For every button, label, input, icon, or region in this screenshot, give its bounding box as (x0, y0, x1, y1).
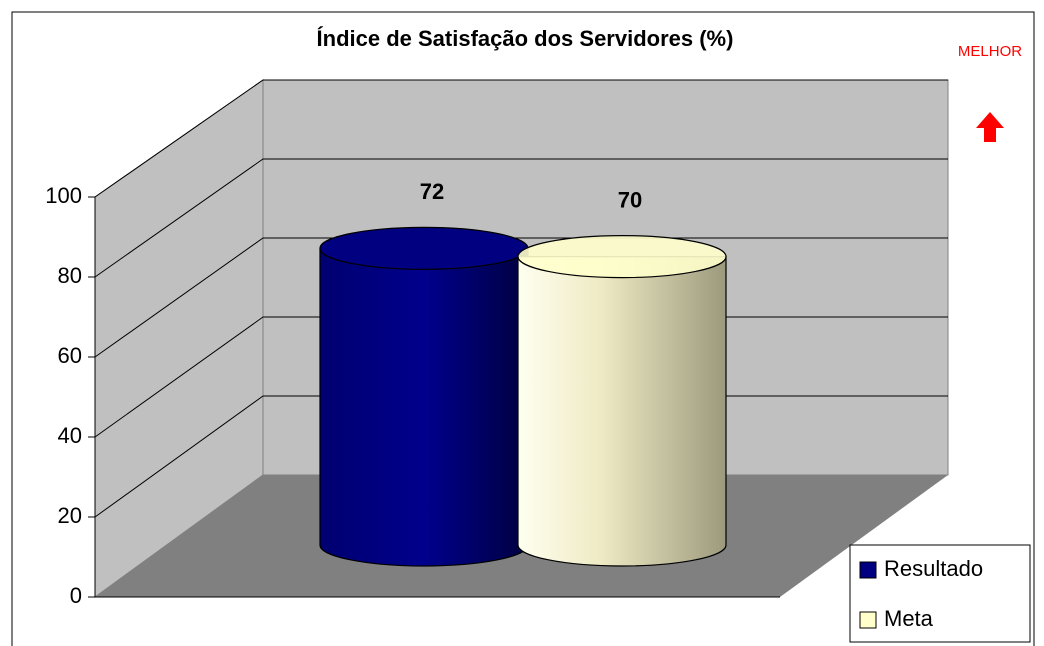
bar (517, 256, 727, 567)
grid-line (94, 158, 948, 278)
bar-top (319, 226, 529, 270)
chart-title: Índice de Satisfação dos Servidores (%) (317, 26, 734, 51)
legend (849, 544, 1031, 643)
bar-top (517, 235, 727, 279)
grid-line (94, 79, 948, 198)
arrow-icon (976, 112, 1004, 142)
grid-line (94, 237, 948, 358)
y-tick-label: 60 (58, 343, 82, 368)
legend-swatch (859, 561, 877, 579)
legend-label: Meta (884, 606, 934, 631)
annotation: MELHOR (958, 43, 1022, 60)
legend-label: Resultado (884, 556, 983, 581)
y-tick-label: 80 (58, 263, 82, 288)
y-tick-label: 100 (45, 183, 82, 208)
y-tick-label: 40 (58, 423, 82, 448)
y-tick-label: 0 (70, 583, 82, 608)
legend-swatch (859, 611, 877, 629)
data-label: 72 (420, 179, 444, 204)
bar (319, 247, 529, 567)
data-label: 70 (618, 187, 642, 212)
y-tick-label: 20 (58, 503, 82, 528)
